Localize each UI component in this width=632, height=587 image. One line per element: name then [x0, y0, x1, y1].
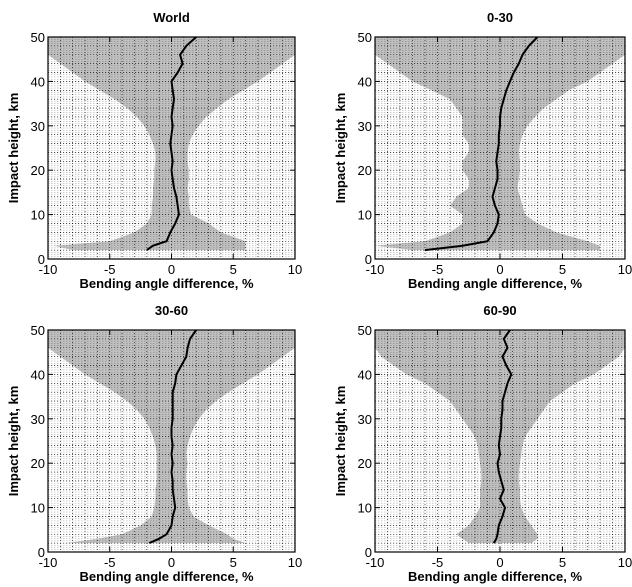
y-tick-label: 20	[31, 456, 45, 471]
x-tick-label: 10	[618, 555, 632, 570]
y-tick-label: 30	[31, 412, 45, 427]
x-tick-label: -5	[104, 262, 116, 277]
panel-2: 30-60 -10 -5 0 5 10 0 10 20 30 40 50 Bending angle d…	[6, 303, 302, 584]
y-tick-label: 0	[365, 252, 372, 267]
mean-profile-line	[148, 329, 198, 545]
y-tick-label: 40	[358, 74, 372, 89]
y-axis-label: Impact height, km	[6, 93, 21, 204]
panel-0: World -10 -5 0 5 10 0 10 20 30 40 50 Bending angle d…	[6, 10, 302, 291]
panel-title: World	[153, 10, 190, 25]
x-tick-label: 0	[168, 262, 175, 277]
x-axis-label: Bending angle difference, %	[79, 276, 254, 291]
y-tick-label: 20	[358, 456, 372, 471]
panel-3: 60-90 -10 -5 0 5 10 0 10 20 30 40 50 Bending angle d…	[333, 303, 632, 584]
x-tick-label: 0	[496, 262, 503, 277]
x-tick-label: 0	[496, 555, 503, 570]
x-tick-label: -10	[39, 555, 58, 570]
y-tick-label: 30	[358, 119, 372, 134]
x-tick-label: 10	[618, 262, 632, 277]
mean-profile-line	[424, 36, 539, 252]
y-tick-label: 10	[31, 208, 45, 223]
y-axis-label: Impact height, km	[333, 386, 348, 497]
x-tick-label: -10	[366, 555, 385, 570]
y-tick-label: 10	[358, 208, 372, 223]
x-tick-label: 5	[230, 262, 237, 277]
x-tick-label: -5	[432, 262, 444, 277]
y-tick-label: 50	[31, 30, 45, 45]
mean-profile-line	[492, 329, 513, 544]
y-tick-label: 20	[31, 163, 45, 178]
y-tick-label: 50	[31, 323, 45, 338]
y-tick-label: 30	[31, 119, 45, 134]
panel-title: 30-60	[155, 303, 188, 318]
x-axis-label: Bending angle difference, %	[408, 569, 583, 584]
x-tick-label: -5	[432, 555, 444, 570]
x-tick-label: -5	[104, 555, 116, 570]
x-axis-label: Bending angle difference, %	[79, 569, 254, 584]
y-tick-label: 10	[358, 501, 372, 516]
x-tick-label: 10	[288, 262, 302, 277]
x-tick-label: 5	[559, 262, 566, 277]
panel-title: 60-90	[483, 303, 516, 318]
y-tick-label: 0	[38, 545, 45, 560]
y-tick-label: 20	[358, 163, 372, 178]
panel-title: 0-30	[487, 10, 513, 25]
x-axis-label: Bending angle difference, %	[408, 276, 583, 291]
x-tick-label: 5	[559, 555, 566, 570]
y-tick-label: 40	[31, 74, 45, 89]
mean-profile-line	[146, 36, 197, 251]
y-tick-label: 30	[358, 412, 372, 427]
y-tick-label: 50	[358, 323, 372, 338]
y-axis-label: Impact height, km	[333, 93, 348, 204]
x-tick-label: 0	[168, 555, 175, 570]
y-axis-label: Impact height, km	[6, 386, 21, 497]
x-tick-label: 10	[288, 555, 302, 570]
y-tick-label: 10	[31, 501, 45, 516]
x-tick-label: 5	[230, 555, 237, 570]
y-tick-label: 0	[365, 545, 372, 560]
y-tick-label: 40	[31, 367, 45, 382]
x-tick-label: -10	[39, 262, 58, 277]
y-tick-label: 0	[38, 252, 45, 267]
y-tick-label: 40	[358, 367, 372, 382]
panel-1: 0-30 -10 -5 0 5 10 0 10 20 30 40 50 Bending angle di…	[333, 10, 632, 291]
y-tick-label: 50	[358, 30, 372, 45]
x-tick-label: -10	[366, 262, 385, 277]
